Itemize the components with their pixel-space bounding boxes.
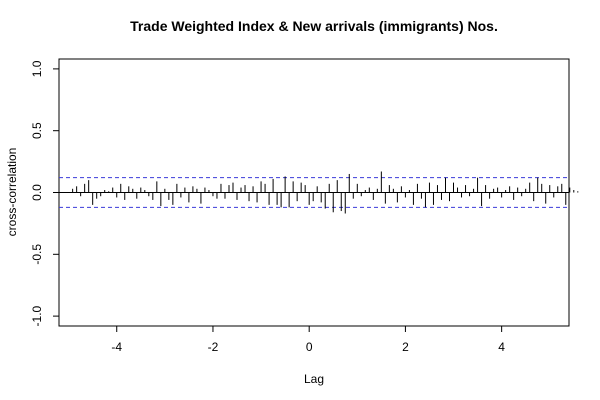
x-tick-label: 4 bbox=[498, 340, 505, 354]
y-tick-label: -0.5 bbox=[30, 244, 44, 265]
x-tick-label: -2 bbox=[208, 340, 219, 354]
chart-title: Trade Weighted Index & New arrivals (imm… bbox=[130, 18, 498, 34]
x-tick-label: 2 bbox=[402, 340, 409, 354]
y-tick-label: 0.0 bbox=[30, 184, 44, 201]
y-tick-label: 1.0 bbox=[30, 60, 44, 77]
x-axis-label: Lag bbox=[304, 372, 324, 386]
x-tick-label: -4 bbox=[111, 340, 122, 354]
y-tick-label: -1.0 bbox=[30, 305, 44, 326]
y-tick-label: 0.5 bbox=[30, 122, 44, 139]
plot-area bbox=[59, 171, 579, 214]
y-axis: -1.0 -0.5 0.0 0.5 1.0 bbox=[30, 60, 59, 326]
y-axis-label: cross-correlation bbox=[5, 148, 19, 237]
x-tick-label: 0 bbox=[306, 340, 313, 354]
x-axis: -4 -2 0 2 4 bbox=[111, 326, 505, 354]
